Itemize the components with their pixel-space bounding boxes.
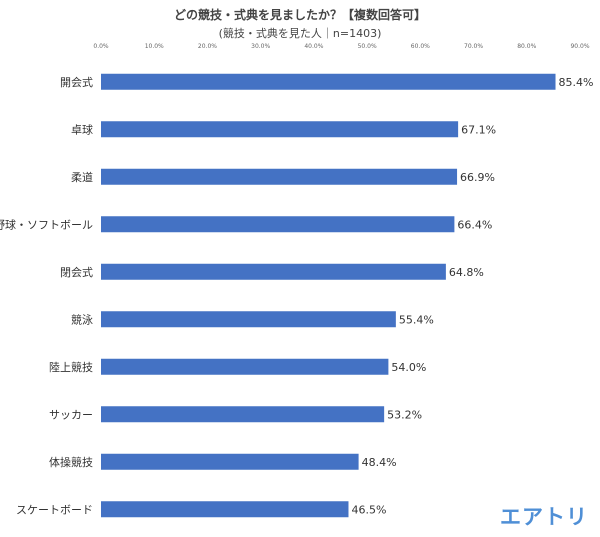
value-label: 46.5% (351, 503, 386, 516)
category-label: 野球・ソフトボール (0, 217, 93, 231)
value-label: 64.8% (449, 266, 484, 279)
bar (101, 168, 458, 185)
value-label: 66.9% (460, 171, 495, 184)
bar (101, 263, 446, 280)
value-label: 67.1% (461, 123, 496, 136)
x-tick-label: 90.0% (570, 43, 589, 50)
bar (101, 311, 396, 328)
category-label: サッカー (49, 408, 93, 421)
value-label: 48.4% (362, 456, 397, 469)
x-tick-label: 10.0% (145, 43, 164, 50)
x-tick-label: 30.0% (251, 43, 270, 50)
bar (101, 453, 359, 470)
category-label: 卓球 (71, 122, 93, 136)
category-label: 陸上競技 (49, 360, 93, 374)
category-label: 開会式 (60, 76, 93, 89)
bar (101, 358, 389, 375)
x-tick-label: 70.0% (464, 43, 483, 50)
category-label: 体操競技 (49, 455, 93, 469)
category-label: 閉会式 (60, 266, 93, 279)
x-tick-label: 60.0% (411, 43, 430, 50)
x-axis-ticks: 0.0% 10.0% 20.0% 30.0% 40.0% 50.0% 60.0% 70.0% 8… (93, 43, 589, 50)
value-label: 66.4% (457, 218, 492, 231)
value-label: 54.0% (391, 361, 426, 374)
x-tick-label: 0.0% (93, 43, 109, 50)
category-label: 競泳 (71, 312, 93, 326)
chart-subtitle: (競技・式典を見た人｜n=1403) (218, 27, 382, 40)
category-label: 柔道 (71, 170, 93, 184)
airtrip-logo: エアトリ (500, 505, 588, 529)
bar (101, 121, 459, 138)
value-label: 55.4% (399, 313, 434, 326)
bars: 開会式 85.4% 卓球 67.1% 柔道 66.9% 野球・ソフトボール 66.4% 閉会式 6… (0, 73, 594, 518)
x-tick-label: 20.0% (198, 43, 217, 50)
value-label: 85.4% (559, 76, 594, 89)
bar (101, 216, 455, 233)
chart-title: どの競技・式典を見ましたか？【複数回答可】 (173, 8, 426, 22)
x-tick-label: 40.0% (304, 43, 323, 50)
x-tick-label: 80.0% (517, 43, 536, 50)
x-tick-label: 50.0% (358, 43, 377, 50)
bar (101, 406, 385, 423)
bar (101, 501, 349, 518)
category-label: スケートボード (16, 503, 93, 516)
bar (101, 73, 556, 90)
value-label: 53.2% (387, 408, 422, 421)
